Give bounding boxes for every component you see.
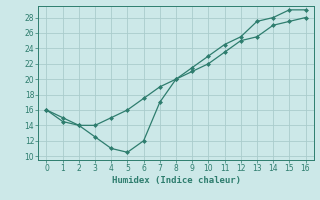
- X-axis label: Humidex (Indice chaleur): Humidex (Indice chaleur): [111, 176, 241, 185]
